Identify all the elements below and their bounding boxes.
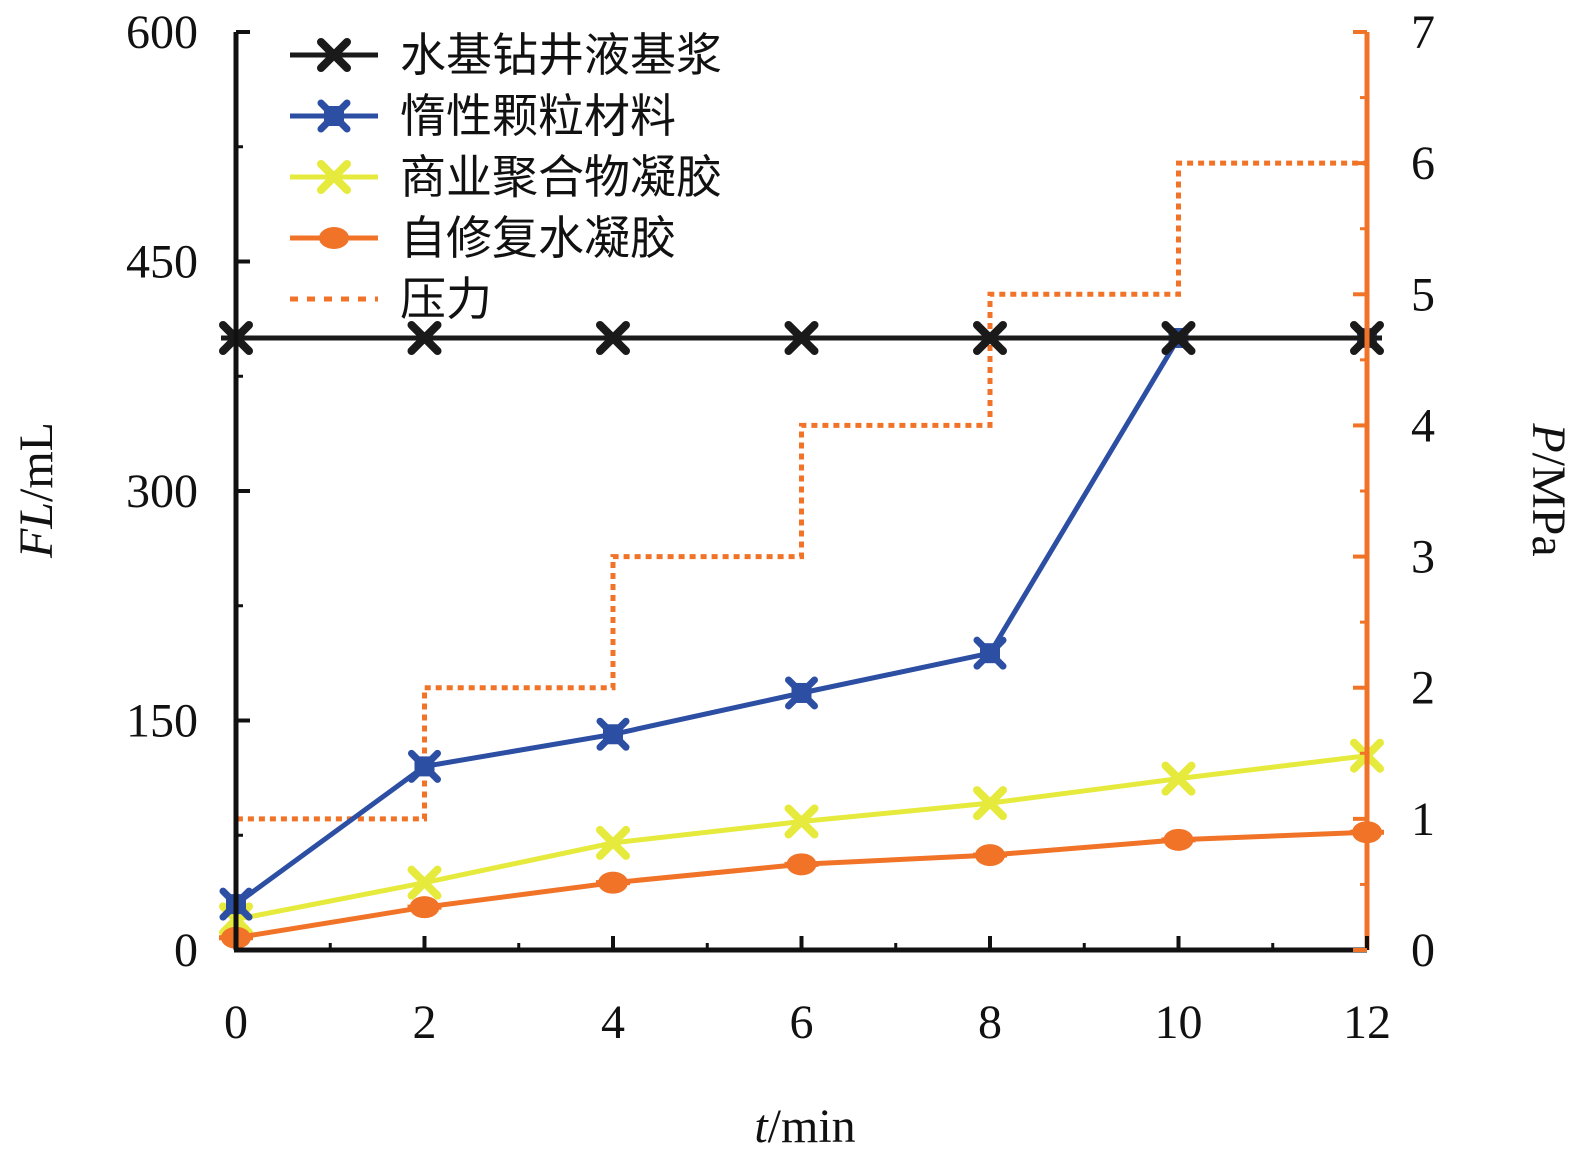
y-axis-title-unit: /mL xyxy=(10,422,63,502)
marker-stroke xyxy=(317,99,351,133)
y-tick-label: 150 xyxy=(126,695,198,748)
x-tick-label: 0 xyxy=(224,996,248,1049)
y2-tick-label: 7 xyxy=(1411,6,1435,59)
marker-stroke xyxy=(317,160,351,194)
data-point-3 xyxy=(596,871,630,894)
legend-label: 自修复水凝胶 xyxy=(400,211,676,265)
data-point-2 xyxy=(784,804,819,839)
x-tick-label: 8 xyxy=(978,996,1002,1049)
y2-tick-label: 3 xyxy=(1411,531,1435,584)
x-tick-label: 10 xyxy=(1155,996,1203,1049)
data-point-0 xyxy=(1161,321,1196,355)
data-point-0 xyxy=(973,321,1007,355)
data-point-3 xyxy=(784,853,819,876)
legend-entry-0: 水基钻井液基浆 xyxy=(290,28,722,82)
x-axis-title-unit: /min xyxy=(768,1100,856,1153)
legend-marker xyxy=(317,99,351,133)
y2-tick-label: 2 xyxy=(1411,662,1435,715)
legend-entry-4: 压力 xyxy=(290,272,492,326)
y2-axis-title-unit: /MPa xyxy=(1522,453,1575,557)
y2-tick-label: 6 xyxy=(1411,137,1435,190)
marker-stroke xyxy=(408,749,441,783)
data-point-3 xyxy=(973,844,1007,867)
data-point-2 xyxy=(407,865,442,900)
x-axis-title: t/min xyxy=(754,1100,855,1153)
legend-label: 水基钻井液基浆 xyxy=(400,28,722,82)
marker-stroke xyxy=(596,717,630,751)
marker-stroke xyxy=(596,825,630,860)
data-point-3 xyxy=(1161,828,1196,851)
y2-axis-title: P/MPa xyxy=(1522,422,1575,556)
marker-stroke xyxy=(973,786,1007,821)
data-point-1 xyxy=(408,749,441,783)
legend-marker xyxy=(317,227,351,249)
y2-tick-label: 0 xyxy=(1411,924,1435,977)
data-point-2 xyxy=(1161,761,1196,796)
data-point-1 xyxy=(596,717,630,751)
legend-label: 商业聚合物凝胶 xyxy=(400,150,722,204)
data-point-0 xyxy=(407,321,442,355)
marker-stroke xyxy=(784,804,819,839)
data-point-0 xyxy=(784,321,819,355)
data-point-1 xyxy=(973,636,1007,670)
y-axis-title: FL/mL xyxy=(10,422,63,559)
x-tick-label: 2 xyxy=(413,996,437,1049)
data-point-0 xyxy=(596,321,630,355)
legend-entry-2: 商业聚合物凝胶 xyxy=(290,150,722,204)
marker-stroke xyxy=(785,676,818,710)
x-tick-label: 6 xyxy=(790,996,814,1049)
legend-entry-1: 惰性颗粒材料 xyxy=(290,89,676,143)
y2-tick-label: 4 xyxy=(1411,399,1435,452)
y2-tick-label: 1 xyxy=(1411,793,1435,846)
series-line-pressure xyxy=(233,160,1367,950)
y2-tick-label: 5 xyxy=(1411,268,1435,321)
x-axis-title-italic: t xyxy=(754,1100,769,1153)
data-point-1 xyxy=(785,676,818,710)
data-point-2 xyxy=(973,786,1007,821)
legend-label: 惰性颗粒材料 xyxy=(400,89,676,143)
legend-entry-3: 自修复水凝胶 xyxy=(290,211,676,265)
data-point-3 xyxy=(407,896,442,919)
x-tick-label: 4 xyxy=(601,996,625,1049)
marker-stroke xyxy=(1161,761,1196,796)
y-tick-label: 0 xyxy=(174,924,198,977)
y-tick-label: 600 xyxy=(126,6,198,59)
y-tick-label: 300 xyxy=(126,465,198,518)
legend-label: 压力 xyxy=(400,272,492,326)
y2-axis-title-italic: P xyxy=(1522,422,1575,452)
legend-marker xyxy=(317,38,351,72)
data-point-2 xyxy=(596,825,630,860)
x-tick-label: 12 xyxy=(1343,996,1391,1049)
marker-stroke xyxy=(973,636,1007,670)
y-tick-label: 450 xyxy=(126,236,198,289)
legend-marker xyxy=(317,160,351,194)
y-axis-title-italic: FL xyxy=(10,502,63,559)
marker-stroke xyxy=(407,865,442,900)
